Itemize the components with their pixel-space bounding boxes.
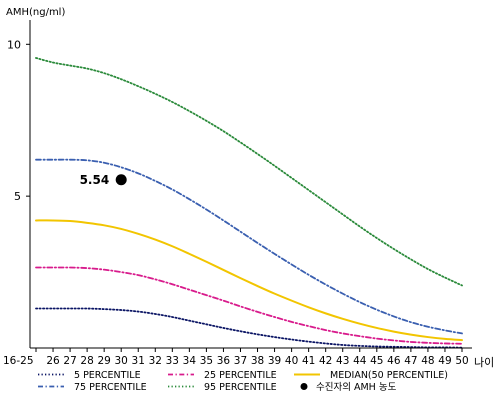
x-tick-label: 36 <box>217 355 231 367</box>
x-tick-label: 48 <box>421 355 434 367</box>
legend-label: 수진자의 AMH 농도 <box>316 382 397 393</box>
x-tick-label: 45 <box>370 355 383 367</box>
x-tick-label: 50 <box>455 355 468 367</box>
series-line-75-percentile <box>35 158 463 335</box>
x-tick-label: 47 <box>404 355 417 367</box>
x-tick-label: 31 <box>132 355 145 367</box>
y-tick-label: 10 <box>7 38 21 51</box>
x-tick-label: 38 <box>251 355 264 367</box>
x-tick-label: 43 <box>336 355 349 367</box>
series-line-median-50-percentile <box>35 219 463 342</box>
x-tick-label: 32 <box>149 355 162 367</box>
legend-label: 25 PERCENTILE <box>204 370 277 381</box>
x-tick-label: 26 <box>46 355 60 367</box>
x-tick-label: 34 <box>183 355 197 367</box>
point-layer: 5.54 <box>80 173 127 187</box>
x-tick-label: 40 <box>285 355 298 367</box>
patient-amh-value-label: 5.54 <box>80 173 110 187</box>
x-tick-label: 37 <box>234 355 247 367</box>
y-tick-label: 5 <box>14 190 21 203</box>
x-ticks: 16-25 26 27 28 29 30 31 32 33 34 35 36 37 38 39 40 41 42 4… <box>3 348 469 367</box>
x-tick-label: 41 <box>302 355 315 367</box>
patient-amh-point <box>115 174 127 186</box>
x-tick-label: 46 <box>387 355 401 367</box>
series-line-25-percentile <box>35 266 463 345</box>
x-axis-title: 나이 <box>474 356 494 369</box>
x-tick-label: 35 <box>200 355 213 367</box>
x-tick-label: 39 <box>268 355 281 367</box>
x-tick-label: 28 <box>80 355 93 367</box>
x-tick-label: 33 <box>166 355 179 367</box>
x-tick-label: 27 <box>63 355 76 367</box>
legend-swatch-patient-point <box>300 383 308 390</box>
x-tick-label: 16-25 <box>3 355 34 367</box>
series-line-5-percentile <box>35 307 463 349</box>
legend-label: 95 PERCENTILE <box>204 382 277 393</box>
legend-label: 5 PERCENTILE <box>74 370 141 381</box>
legend-label: 75 PERCENTILE <box>74 382 147 393</box>
legend-label: MEDIAN(50 PERCENTILE) <box>330 370 448 381</box>
x-tick-label: 44 <box>353 355 367 367</box>
x-tick-label: 49 <box>438 355 451 367</box>
series-line-95-percentile <box>35 57 463 287</box>
x-tick-label: 42 <box>319 355 332 367</box>
y-axis-title: AMH(ng/ml) <box>6 7 65 18</box>
series-layer <box>35 57 463 349</box>
x-tick-label: 30 <box>115 355 128 367</box>
y-ticks: 5 10 <box>7 38 30 203</box>
legend: 5 PERCENTILE 25 PERCENTILE MEDIAN(50 PERCE… <box>38 370 448 393</box>
x-tick-label: 29 <box>97 355 110 367</box>
